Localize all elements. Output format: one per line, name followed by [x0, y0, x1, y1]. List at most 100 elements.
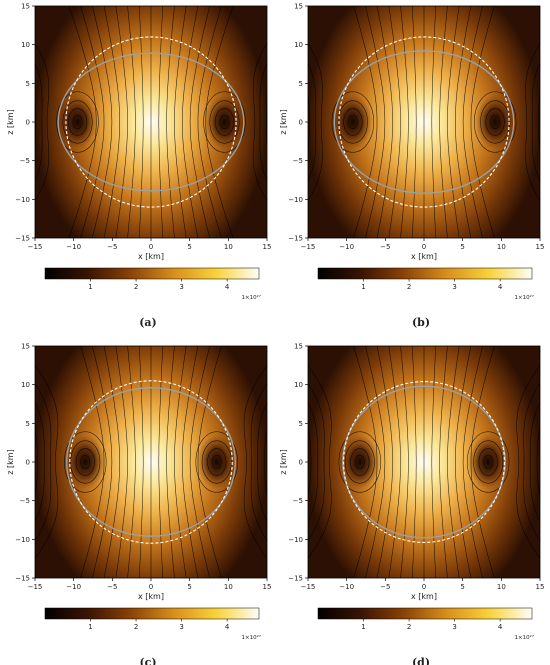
field-vortex: [57, 94, 98, 150]
colorbar: [45, 608, 259, 619]
y-tick-label: 5: [26, 420, 30, 428]
field-loop: [480, 100, 511, 144]
field-line: [127, 346, 136, 578]
field-line: [308, 365, 332, 559]
field-line: [462, 6, 483, 238]
x-tick-label: 0: [149, 583, 153, 591]
x-tick-label: −5: [107, 243, 117, 251]
field-line: [205, 6, 234, 238]
field-line: [529, 401, 540, 523]
field-line: [92, 346, 113, 578]
colorbar-tick-label: 2: [134, 623, 138, 631]
field-line: [158, 346, 163, 578]
field-loop: [338, 431, 381, 493]
field-line: [439, 346, 448, 578]
field-line: [470, 6, 495, 238]
y-axis-label: z [km]: [279, 449, 288, 474]
surface-ellipse: [57, 52, 245, 192]
field-loop: [214, 108, 235, 136]
field-line: [431, 346, 436, 578]
colorbar-tick-label: 3: [179, 283, 183, 291]
field-line: [166, 6, 175, 238]
field-loop: [354, 454, 365, 470]
field-line: [35, 401, 45, 523]
field-line: [197, 346, 222, 578]
field-line: [259, 62, 267, 182]
x-tick-label: 10: [224, 583, 233, 591]
reference-circle: [65, 36, 237, 208]
y-tick-label: −15: [288, 235, 303, 243]
field-loop: [195, 431, 238, 493]
x-tick-label: 0: [422, 583, 426, 591]
field-line: [115, 346, 128, 578]
field-line: [525, 42, 540, 202]
field-loop: [344, 440, 375, 484]
x-tick-label: 15: [263, 243, 272, 251]
field-line: [182, 346, 199, 578]
field-line: [166, 346, 175, 578]
y-tick-label: −15: [15, 235, 30, 243]
field-loop: [70, 440, 101, 484]
panel-a: −15 −10 −5 0 5 10 15 −15 −10 −5 0 5 10 15 x [km] z [km]…: [6, 3, 272, 330]
field-vortex: [339, 434, 380, 490]
field-vortex: [65, 434, 106, 490]
colorbar-frame: [44, 607, 260, 620]
y-tick-label: 5: [26, 80, 30, 88]
x-tick-label: 10: [497, 243, 506, 251]
y-tick-label: −10: [288, 536, 303, 544]
y-tick-label: 15: [21, 3, 30, 11]
y-tick-label: −15: [288, 575, 303, 583]
field-line: [412, 6, 417, 238]
x-axis-label: x [km]: [138, 252, 164, 261]
x-tick-label: −5: [380, 243, 390, 251]
field-loop: [80, 454, 91, 470]
y-tick-label: −10: [15, 536, 30, 544]
field-line: [455, 346, 472, 578]
field-line: [265, 95, 267, 149]
field-loop: [203, 91, 246, 153]
y-tick-label: −15: [15, 575, 30, 583]
field-loop: [201, 440, 232, 484]
panel-c: −15 −10 −5 0 5 10 15 −15 −10 −5 0 5 10 15 x [km] z [km]…: [6, 343, 271, 665]
field-line: [544, 346, 550, 578]
colorbar-tick-label: 3: [452, 283, 456, 291]
x-axis-label: x [km]: [411, 592, 437, 601]
y-tick-label: 10: [21, 41, 30, 49]
field-loop: [347, 114, 358, 130]
colorbar-tick-label: 2: [407, 623, 411, 631]
field-line: [250, 382, 267, 542]
field-vortex: [475, 94, 516, 150]
field-line: [388, 346, 401, 578]
field-loop: [209, 100, 240, 144]
field-lines: [308, 346, 550, 578]
y-tick-label: 5: [299, 420, 303, 428]
x-tick-label: −10: [339, 243, 354, 251]
field-line: [388, 6, 401, 238]
colorbar-multiplier: 1×10²⁷: [514, 294, 534, 301]
field-line: [308, 382, 325, 542]
colorbar-multiplier: 1×10²⁷: [241, 294, 261, 301]
colorbar-tick-label: 2: [407, 283, 411, 291]
colorbar: [45, 268, 259, 279]
field-line: [35, 42, 50, 202]
field-loop: [478, 448, 498, 476]
field-loop: [343, 108, 363, 136]
y-tick-label: 10: [294, 41, 303, 49]
field-line: [257, 401, 267, 523]
field-line: [264, 428, 267, 496]
panel-caption: (d): [412, 656, 430, 665]
x-tick-label: 10: [224, 243, 233, 251]
field-loop: [350, 448, 370, 476]
x-tick-label: −10: [66, 243, 81, 251]
field-line: [139, 6, 144, 238]
x-tick-label: 5: [460, 583, 464, 591]
field-line: [35, 382, 52, 542]
y-axis-label: z [km]: [279, 109, 288, 134]
field-line: [431, 6, 436, 238]
y-tick-label: 15: [21, 343, 30, 351]
field-line: [35, 428, 38, 496]
colorbar-tick-label: 2: [134, 283, 138, 291]
field-line: [455, 6, 472, 238]
surface-ellipse: [342, 385, 506, 539]
field-loop: [219, 114, 230, 130]
